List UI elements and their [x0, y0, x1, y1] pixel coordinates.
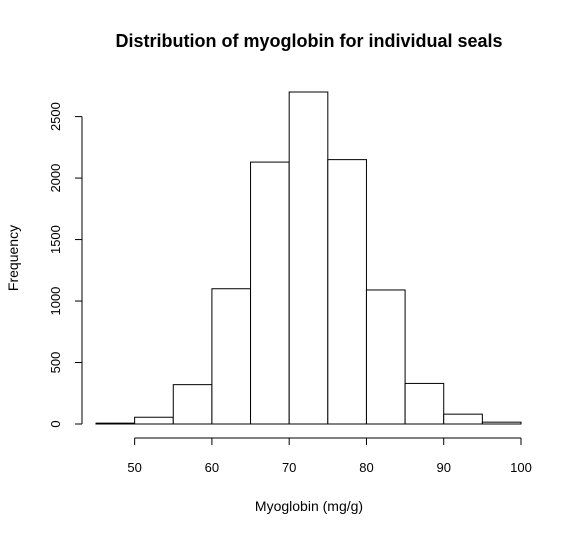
x-ticks: 50 60 70 80 90 100 — [127, 438, 532, 475]
histogram-bar — [211, 288, 252, 425]
y-axis-label: Frequency — [5, 225, 21, 291]
histogram-bar — [404, 382, 445, 425]
histogram-bar — [288, 91, 329, 425]
y-tick-label: 2000 — [48, 164, 63, 193]
x-tick-label: 60 — [205, 460, 219, 475]
x-tick-label: 90 — [436, 460, 450, 475]
y-tick-label: 1000 — [48, 287, 63, 316]
y-ticks: 0 500 1000 1500 2000 2500 — [48, 102, 82, 428]
x-axis-label: Myoglobin (mg/g) — [255, 498, 363, 514]
y-tick-label: 2500 — [48, 102, 63, 131]
y-tick-label: 1500 — [48, 225, 63, 254]
x-tick-label: 100 — [510, 460, 532, 475]
x-axis: 50 60 70 80 90 100 — [127, 437, 532, 475]
histogram-bar — [327, 159, 367, 425]
x-tick-label: 70 — [282, 460, 296, 475]
bars-group — [95, 91, 522, 425]
histogram-bar — [95, 422, 136, 425]
histogram-bar — [134, 416, 174, 425]
chart-title: Distribution of myoglobin for individual… — [115, 31, 502, 51]
histogram-bar — [172, 384, 213, 425]
histogram-bar — [365, 289, 406, 425]
histogram-bar — [250, 161, 290, 425]
histogram-bar — [481, 421, 522, 425]
y-tick-label: 0 — [48, 420, 63, 427]
histogram-bar — [443, 413, 483, 425]
y-axis: 0 500 1000 1500 2000 2500 — [48, 102, 83, 428]
y-tick-label: 500 — [48, 352, 63, 374]
x-tick-label: 50 — [127, 460, 141, 475]
x-tick-label: 80 — [359, 460, 373, 475]
